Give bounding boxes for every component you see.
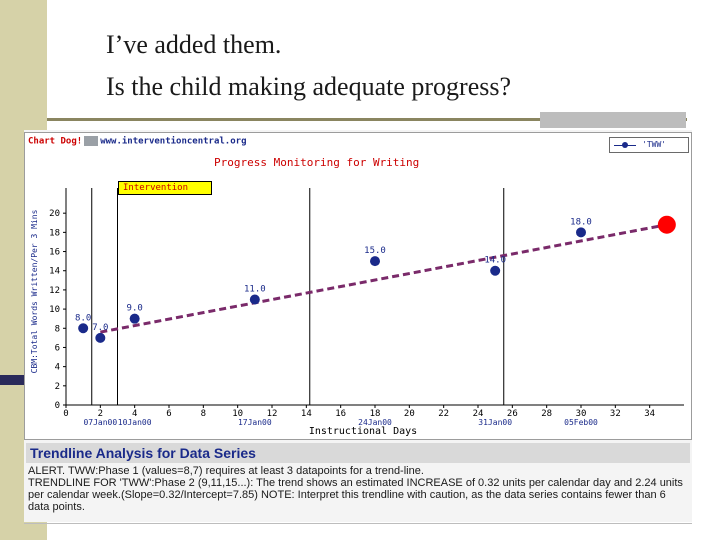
y-tick-label: 10 <box>49 305 60 315</box>
data-point <box>576 227 586 238</box>
trendline-body: TRENDLINE FOR 'TWW':Phase 2 (9,11,15...)… <box>28 477 683 513</box>
x-date-label: 10Jan00 <box>118 418 152 427</box>
slide-left-accent <box>0 375 26 385</box>
y-tick-label: 16 <box>49 248 60 258</box>
x-tick-label: 2 <box>98 409 103 419</box>
x-axis-label: Instructional Days <box>309 426 417 437</box>
legend-dot-swatch <box>622 142 628 148</box>
trendline-analysis-title: Trendline Analysis for Data Series <box>26 443 690 463</box>
data-point <box>249 294 260 305</box>
bottom-divider <box>24 523 692 524</box>
chart-legend: 'TWW' <box>609 137 689 153</box>
data-label: 15.0 <box>364 246 386 256</box>
trendline-alert: ALERT. TWW:Phase 1 (values=8,7) requires… <box>28 465 424 477</box>
chartdog-logo: Chart Dog! <box>28 136 83 147</box>
legend-label: 'TWW' <box>642 140 667 149</box>
y-tick-label: 12 <box>49 286 60 296</box>
data-point <box>95 332 106 343</box>
data-label: 8.0 <box>75 313 91 323</box>
y-tick-label: 0 <box>55 401 60 411</box>
x-tick-label: 4 <box>132 409 137 419</box>
data-point <box>370 256 380 267</box>
y-tick-label: 18 <box>49 228 60 238</box>
x-date-label: 17Jan00 <box>238 418 272 427</box>
site-url: www.interventioncentral.org <box>100 136 247 147</box>
slide-gray-block <box>540 112 686 128</box>
y-tick-label: 2 <box>55 382 60 392</box>
x-date-label: 07Jan00 <box>83 418 117 427</box>
x-date-label: 31Jan00 <box>478 418 512 427</box>
data-label: 9.0 <box>127 304 143 314</box>
x-tick-label: 26 <box>507 409 518 419</box>
chart-title: Progress Monitoring for Writing <box>214 156 420 169</box>
x-tick-label: 8 <box>201 409 206 419</box>
x-tick-label: 6 <box>166 409 171 419</box>
x-tick-label: 0 <box>63 409 68 419</box>
data-point <box>129 313 140 324</box>
x-date-label: 24Jan00 <box>358 418 392 427</box>
x-tick-label: 34 <box>644 409 655 419</box>
data-point <box>78 323 89 334</box>
x-tick-label: 20 <box>404 409 415 419</box>
y-tick-label: 8 <box>55 324 60 334</box>
y-tick-label: 14 <box>49 267 60 277</box>
trend-line <box>100 223 668 334</box>
chart-brand: Chart Dog! www.interventioncentral.org <box>28 136 247 147</box>
x-tick-label: 32 <box>610 409 621 419</box>
y-tick-label: 6 <box>55 343 60 353</box>
slide-text-line-2: Is the child making adequate progress? <box>106 72 512 101</box>
x-tick-label: 14 <box>301 409 312 419</box>
x-tick-label: 28 <box>541 409 552 419</box>
data-point <box>490 265 501 276</box>
x-date-label: 05Feb00 <box>564 418 598 427</box>
x-tick-label: 24 <box>473 409 484 419</box>
data-label: 18.0 <box>570 217 592 227</box>
x-tick-label: 16 <box>335 409 346 419</box>
data-label: 11.0 <box>244 285 266 295</box>
dog-icon <box>84 136 99 146</box>
intervention-label: Intervention <box>118 181 212 195</box>
goal-point <box>657 215 676 234</box>
x-tick-label: 10 <box>232 409 243 419</box>
data-label: 7.0 <box>92 323 108 333</box>
trendline-analysis-text: ALERT. TWW:Phase 1 (values=8,7) requires… <box>28 465 688 513</box>
y-tick-label: 20 <box>49 209 60 219</box>
y-tick-label: 4 <box>55 363 60 373</box>
x-tick-label: 30 <box>576 409 587 419</box>
x-tick-label: 12 <box>267 409 278 419</box>
y-axis-label: CBM:Total Words Written/Per 3 Mins <box>30 209 39 373</box>
slide-text-line-1: I’ve added them. <box>106 30 282 59</box>
slide-divider <box>47 118 687 121</box>
x-tick-label: 18 <box>370 409 381 419</box>
data-label: 14.0 <box>484 256 506 266</box>
x-tick-label: 22 <box>438 409 449 419</box>
